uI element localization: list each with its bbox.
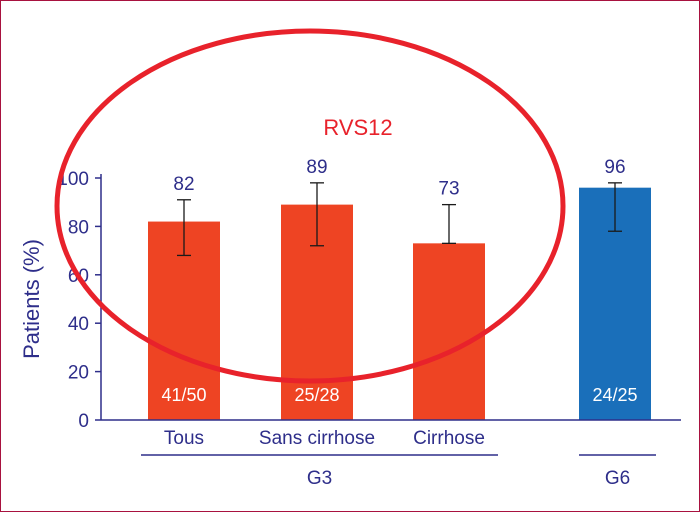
y-tick-label: 40: [68, 314, 89, 335]
y-tick-label: 20: [68, 363, 89, 384]
y-tick-label: 100: [57, 169, 89, 190]
bars: [148, 187, 651, 420]
fraction-label: 41/50: [161, 385, 206, 405]
annotation-label: RVS12: [323, 115, 392, 140]
x-axis-labels: Tous Sans cirrhose Cirrhose: [164, 428, 485, 449]
fraction-label: 25/28: [294, 385, 339, 405]
annotation-ellipse: [54, 28, 566, 384]
y-tick-label: 0: [78, 411, 89, 432]
data-labels: 82 41/50 89 25/28 73 96 24/25: [161, 157, 637, 405]
y-axis-title: Patients (%): [19, 239, 44, 359]
value-label: 82: [173, 174, 194, 195]
bar: [413, 243, 485, 420]
category-label: Cirrhose: [413, 428, 485, 449]
error-bars: [177, 182, 622, 257]
fraction-label: 24/25: [592, 385, 637, 405]
category-label: Sans cirrhose: [259, 428, 375, 449]
group-labels: G3 G6: [141, 454, 656, 489]
value-label: 96: [604, 157, 625, 178]
group-label: G3: [307, 468, 332, 489]
category-label: Tous: [164, 428, 204, 449]
value-label: 89: [306, 157, 327, 178]
y-tick-label: 80: [68, 217, 89, 238]
group-label: G6: [605, 468, 630, 489]
value-label: 73: [438, 179, 459, 200]
